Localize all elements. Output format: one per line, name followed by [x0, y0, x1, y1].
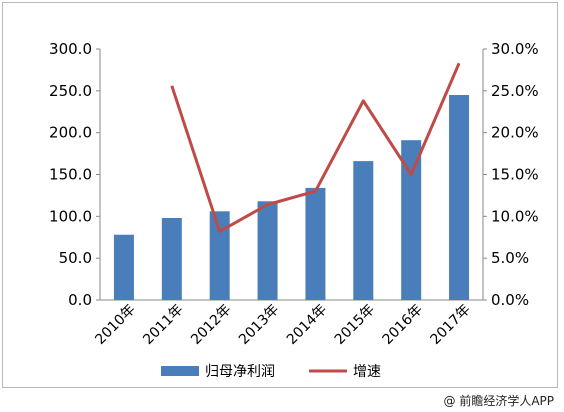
left-tick-label: 100.0: [49, 207, 92, 225]
left-tick-label: 250.0: [49, 82, 92, 100]
chart-axes: [96, 48, 487, 301]
bar: [209, 211, 230, 300]
category-label: 2012年: [188, 302, 234, 348]
bar-series: [113, 95, 470, 301]
source-credit-text: 前瞻经济学人APP: [459, 394, 554, 408]
bar: [401, 140, 422, 300]
category-label: 2013年: [236, 302, 282, 348]
legend-label-line: 增速: [353, 364, 381, 380]
right-tick-label: 10.0%: [491, 207, 539, 225]
right-tick-label: 20.0%: [491, 124, 539, 142]
bar: [113, 234, 134, 300]
left-tick-label: 200.0: [49, 124, 92, 142]
right-tick-label: 5.0%: [491, 249, 529, 267]
left-tick-label: 0.0: [68, 291, 92, 309]
left-tick-label: 300.0: [49, 40, 92, 58]
bar: [449, 95, 470, 301]
combo-chart: 300.0 250.0 200.0 150.0 100.0 50.0 0.0 30.0% 25.…: [49, 40, 539, 380]
bar: [257, 201, 278, 300]
legend-swatch-bar: [161, 366, 199, 376]
right-tick-label: 30.0%: [491, 40, 539, 58]
left-tick-label: 50.0: [59, 249, 92, 267]
bar: [353, 161, 374, 300]
category-label: 2011年: [140, 302, 186, 348]
bar: [305, 187, 326, 300]
bar: [161, 218, 182, 300]
legend: 归母净利润 增速: [161, 363, 381, 380]
legend-label-bar: 归母净利润: [205, 363, 275, 380]
source-credit: @ 前瞻经济学人APP: [443, 392, 554, 409]
at-sign-icon: @: [443, 394, 456, 408]
category-label: 2010年: [92, 302, 138, 348]
right-tick-label: 15.0%: [491, 166, 539, 184]
category-label: 2014年: [284, 302, 330, 348]
left-tick-label: 150.0: [49, 166, 92, 184]
chart-frame: 300.0 250.0 200.0 150.0 100.0 50.0 0.0 30.0% 25.…: [2, 2, 558, 388]
right-tick-label: 25.0%: [491, 82, 539, 100]
line-series: [170, 62, 461, 233]
right-tick-label: 0.0%: [491, 291, 529, 309]
growth-line: [170, 62, 461, 233]
category-label: 2017年: [427, 302, 473, 348]
category-label: 2015年: [332, 302, 378, 348]
category-label: 2016年: [380, 302, 426, 348]
